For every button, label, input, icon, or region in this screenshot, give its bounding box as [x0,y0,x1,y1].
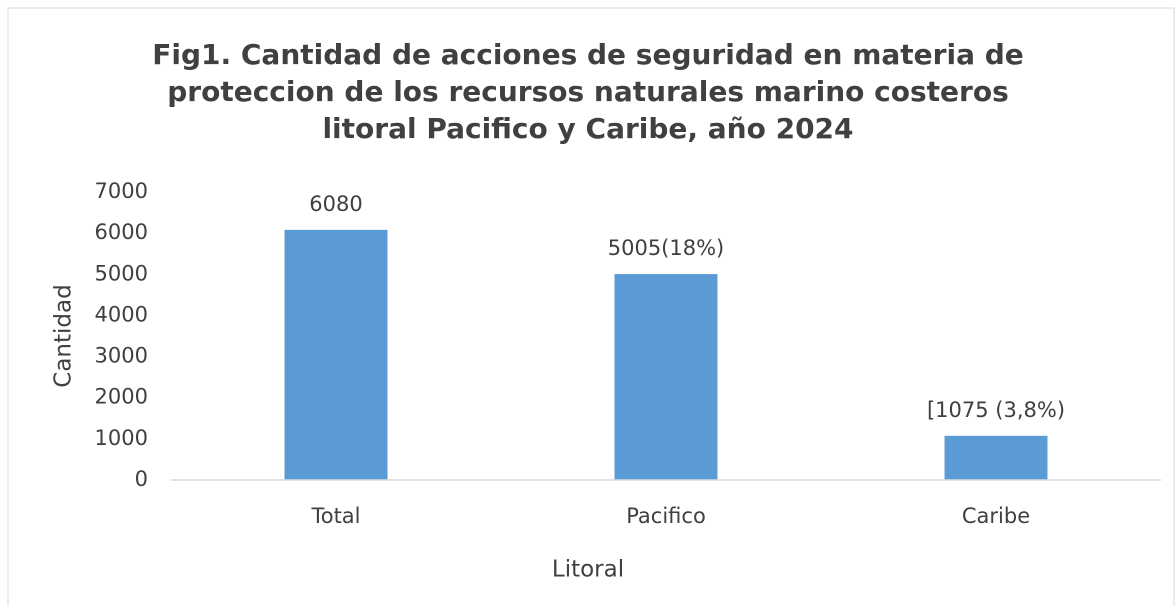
chart-title: Fig1. Cantidad de acciones de seguridad … [152,38,1024,145]
y-tick-label: 2000 [95,385,148,409]
x-tick-label: Caribe [962,504,1030,528]
bar [284,229,388,480]
chart-border [7,7,1175,606]
x-tick-label: Total [310,504,360,528]
y-axis-title: Cantidad [51,284,77,387]
y-tick-label: 1000 [95,426,148,450]
data-label: [1075 (3,8%) [927,398,1065,422]
y-tick-label: 6000 [95,220,148,244]
y-tick-label: 7000 [95,179,148,203]
y-tick-label: 4000 [95,302,148,326]
y-tick-label: 0 [135,467,148,491]
x-tick-label: Pacifico [626,504,706,528]
y-tick-label: 5000 [95,261,148,285]
bar [944,435,1048,480]
data-label: 5005(18%) [608,236,725,260]
data-label: 6080 [309,192,362,216]
y-tick-label: 3000 [95,344,148,368]
x-axis-title: Litoral [552,557,624,583]
bar [614,274,718,480]
